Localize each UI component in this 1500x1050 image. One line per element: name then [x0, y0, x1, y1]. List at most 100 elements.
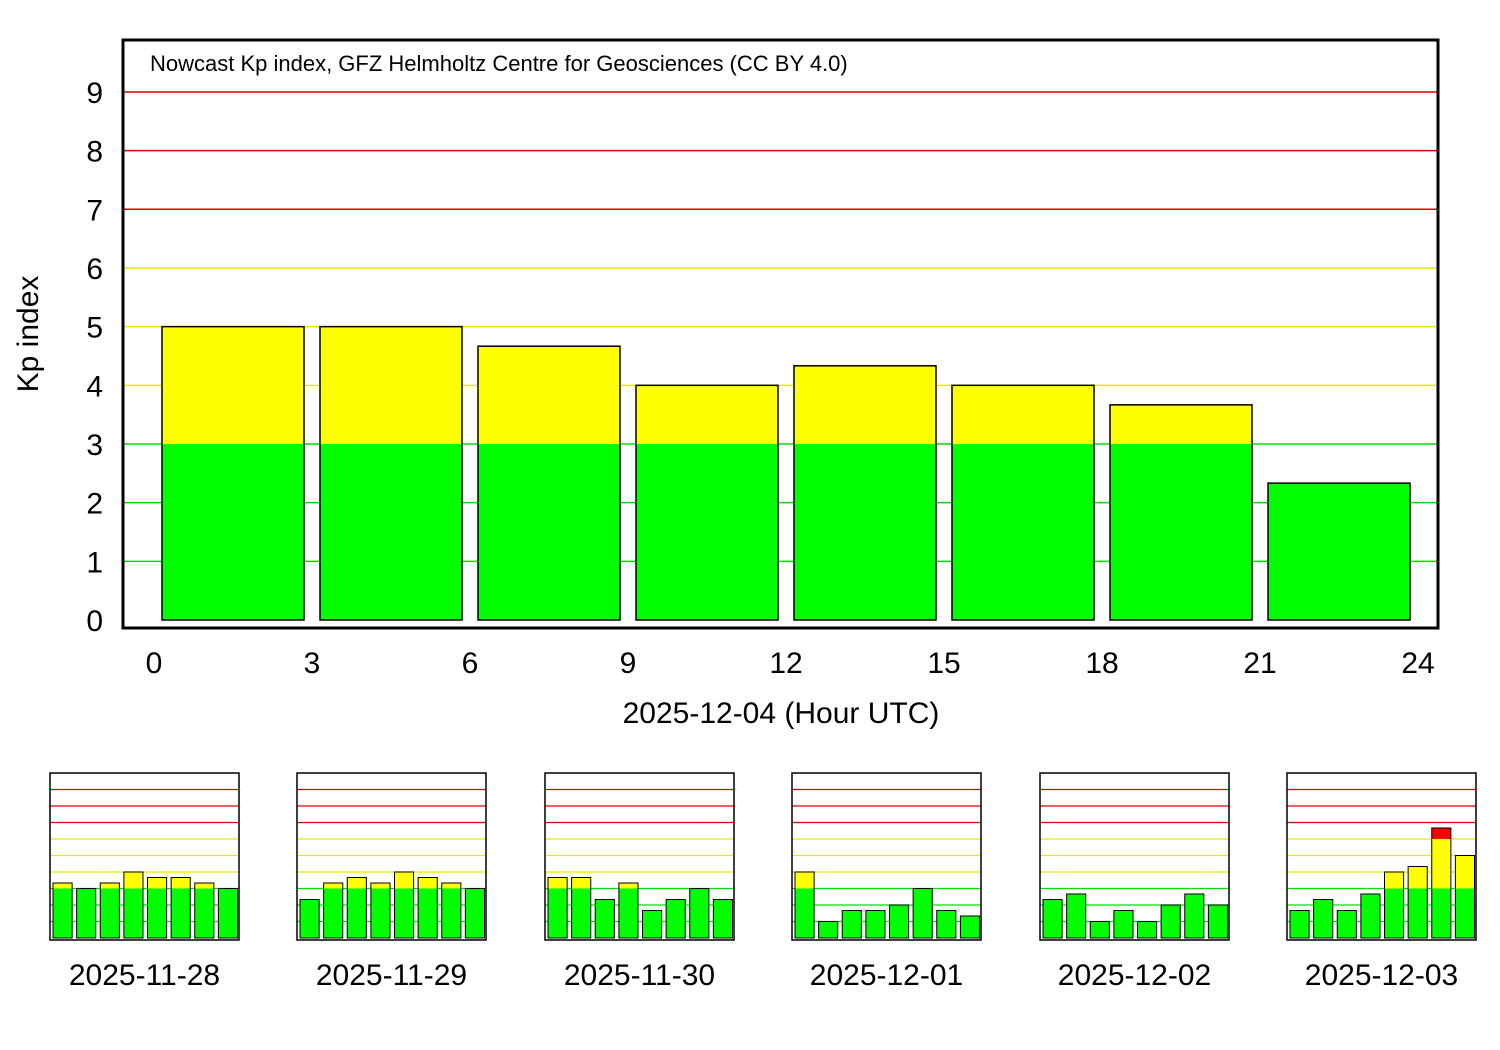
mini-chart-date-label: 2025-12-01 — [810, 959, 963, 992]
mini-4-bar-2-green-segment — [1090, 921, 1110, 938]
mini-0-bar-7-outline — [217, 888, 238, 939]
mini-1-bar-5-green-segment — [418, 888, 438, 938]
mini-5-bar-6-red-segment — [1431, 827, 1451, 839]
x-tick-label-15: 15 — [927, 647, 960, 680]
main-bar-6-yellow-segment — [1110, 404, 1252, 444]
mini-4-bar-3-green-segment — [1113, 910, 1133, 938]
mini-chart-date-label: 2025-11-28 — [69, 959, 220, 992]
main-bar-1-green-segment — [320, 443, 462, 620]
mini-4-bar-5-green-segment — [1161, 905, 1181, 938]
mini-4-bar-1-green-segment — [1066, 893, 1086, 938]
mini-1-bar-1-yellow-segment — [323, 883, 343, 889]
mini-0-bar-3-yellow-segment — [123, 872, 143, 889]
mini-4-bar-0-green-segment — [1043, 899, 1063, 938]
x-tick-label-18: 18 — [1085, 647, 1118, 680]
mini-5-bar-7-yellow-segment — [1455, 855, 1475, 889]
main-kp-chart: Nowcast Kp index, GFZ Helmholtz Centre f… — [12, 38, 1440, 730]
x-tick-label-3: 3 — [304, 647, 321, 680]
mini-0-bar-5-green-segment — [171, 888, 191, 938]
mini-3-bar-1-green-segment — [818, 921, 838, 938]
mini-2-bar-1-green-segment — [571, 888, 591, 938]
mini-0-bar-6-yellow-segment — [194, 883, 214, 889]
mini-chart-2025-11-30: 2025-11-30 — [544, 772, 735, 992]
x-axis-tick-labels: 0 3 6 9 12 15 18 21 24 — [146, 647, 1435, 680]
main-bar-0-yellow-segment — [162, 326, 304, 444]
mini-0-bar-4-yellow-segment — [147, 877, 167, 889]
mini-1-bar-6-green-segment — [441, 888, 461, 938]
mini-3-bar-0-green-segment — [795, 888, 815, 938]
mini-2-bar-2-green-segment — [595, 899, 615, 938]
mini-4-bar-4-green-segment — [1137, 921, 1157, 938]
main-bar-2-green-segment — [478, 443, 620, 620]
mini-0-bar-0-green-segment — [53, 888, 73, 938]
mini-5-bar-5-green-segment — [1408, 888, 1428, 938]
mini-2-bar-6-green-segment — [689, 888, 709, 938]
mini-3-bar-5-outline — [912, 888, 933, 939]
mini-chart-2025-11-28: 2025-11-28 — [49, 772, 240, 992]
mini-2-bar-2-outline — [594, 899, 615, 939]
mini-0-bar-3-outline — [123, 871, 144, 939]
y-tick-label-9: 9 — [86, 77, 103, 110]
mini-0-bar-7-green-segment — [218, 888, 238, 938]
main-bar-0-green-segment — [162, 443, 304, 620]
mini-4-bar-5-outline — [1160, 904, 1181, 939]
main-bar-7-outline — [1267, 482, 1411, 621]
mini-1-bar-1-outline — [323, 882, 344, 939]
mini-4-bar-7-outline — [1207, 904, 1228, 939]
mini-2-bar-7-green-segment — [713, 899, 733, 938]
mini-chart-date-label: 2025-12-03 — [1305, 959, 1458, 992]
mini-0-bar-2-green-segment — [100, 888, 120, 938]
mini-1-bar-3-yellow-segment — [370, 883, 390, 889]
mini-2-bar-6-outline — [689, 888, 710, 939]
chart-title: Nowcast Kp index, GFZ Helmholtz Centre f… — [150, 51, 848, 76]
main-bar-1-yellow-segment — [320, 326, 462, 444]
mini-3-bar-2-outline — [841, 909, 862, 939]
mini-5-frame — [1286, 772, 1477, 941]
mini-1-bar-3-green-segment — [370, 888, 390, 938]
mini-chart-2025-12-03: 2025-12-03 — [1286, 772, 1477, 992]
main-bar-3-outline — [635, 384, 779, 621]
y-tick-label-4: 4 — [86, 370, 103, 403]
mini-5-bar-0-outline — [1289, 909, 1310, 939]
main-bar-5-green-segment — [952, 443, 1094, 620]
main-bar-6-green-segment — [1110, 443, 1252, 620]
mini-0-bar-6-green-segment — [194, 888, 214, 938]
mini-0-bar-5-yellow-segment — [171, 877, 191, 889]
mini-chart-2025-11-29: 2025-11-29 — [296, 772, 487, 992]
mini-1-frame — [296, 772, 487, 941]
mini-5-bar-7-green-segment — [1455, 888, 1475, 938]
mini-1-bar-5-yellow-segment — [418, 877, 438, 889]
mini-0-bar-5-outline — [170, 876, 191, 939]
y-tick-label-7: 7 — [86, 194, 103, 227]
y-tick-label-2: 2 — [86, 488, 103, 521]
main-chart-frame — [121, 38, 1440, 630]
mini-3-bar-7-green-segment — [960, 916, 980, 938]
mini-3-bar-6-outline — [936, 909, 957, 939]
main-bar-5-yellow-segment — [952, 385, 1094, 444]
mini-3-bar-3-outline — [865, 909, 886, 939]
main-bar-2-yellow-segment — [478, 346, 620, 444]
mini-2-bar-1-outline — [571, 876, 592, 939]
mini-5-bar-2-green-segment — [1337, 910, 1357, 938]
mini-2-bar-0-outline — [547, 876, 568, 939]
mini-1-bar-6-outline — [441, 882, 462, 939]
x-tick-label-24: 24 — [1401, 647, 1434, 680]
mini-1-bar-5-outline — [417, 876, 438, 939]
mini-5-bar-1-green-segment — [1313, 899, 1333, 938]
mini-chart-date-label: 2025-12-02 — [1058, 959, 1211, 992]
mini-5-bar-6-green-segment — [1431, 888, 1451, 938]
mini-2-frame — [544, 772, 735, 941]
mini-0-frame — [49, 772, 240, 941]
mini-2-bar-4-green-segment — [642, 910, 662, 938]
mini-1-bar-7-green-segment — [465, 888, 485, 938]
main-bar-3-green-segment — [636, 443, 778, 620]
mini-5-bar-5-yellow-segment — [1408, 866, 1428, 889]
mini-4-bar-6-green-segment — [1184, 893, 1204, 938]
mini-4-bar-4-outline — [1137, 921, 1158, 939]
mini-4-bar-2-outline — [1089, 921, 1110, 939]
mini-5-bar-1-outline — [1313, 899, 1334, 939]
mini-3-bar-0-yellow-segment — [795, 872, 815, 889]
mini-4-bar-6-outline — [1184, 893, 1205, 939]
mini-5-bar-3-green-segment — [1360, 893, 1380, 938]
